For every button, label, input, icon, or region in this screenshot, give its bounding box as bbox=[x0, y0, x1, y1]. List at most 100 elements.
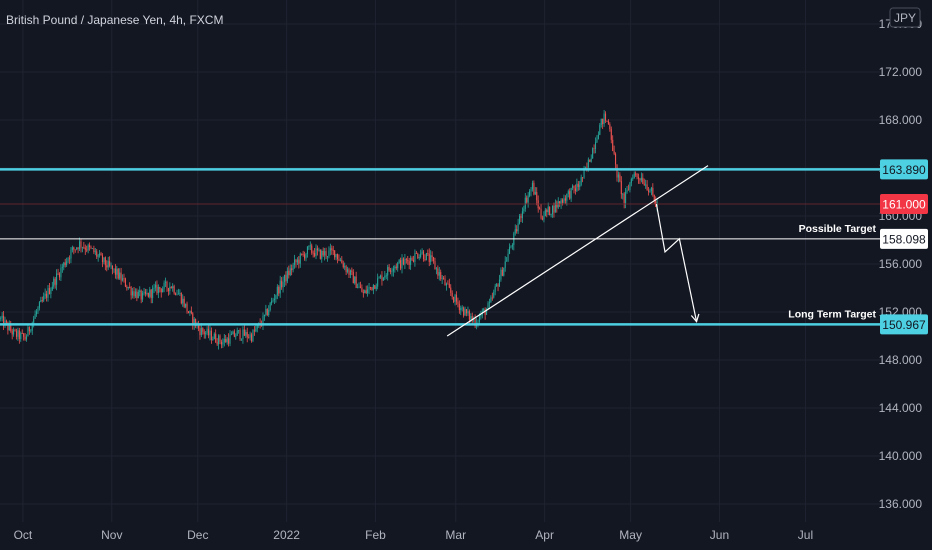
candle-body bbox=[554, 202, 556, 213]
candle-body bbox=[348, 269, 350, 275]
candle-body bbox=[229, 334, 231, 344]
candle-body bbox=[454, 294, 456, 302]
candle-body bbox=[54, 278, 56, 285]
candle-body bbox=[440, 272, 442, 279]
candle-body bbox=[249, 334, 251, 338]
candle-body bbox=[463, 307, 465, 316]
candle-body bbox=[580, 177, 582, 186]
candle-body bbox=[93, 248, 95, 253]
candle-body bbox=[147, 292, 149, 297]
candle-body bbox=[100, 253, 102, 256]
candle-body bbox=[192, 313, 194, 325]
candle-body bbox=[10, 324, 12, 331]
price-tick-label: 140.000 bbox=[879, 449, 923, 463]
candle-body bbox=[199, 328, 201, 336]
candle-body bbox=[253, 330, 255, 332]
candle-body bbox=[623, 193, 625, 203]
candle-body bbox=[233, 331, 235, 337]
candle-body bbox=[123, 278, 125, 279]
candle-body bbox=[281, 280, 283, 288]
candle-body bbox=[122, 278, 124, 281]
candle-body bbox=[94, 251, 96, 253]
candle-body bbox=[18, 330, 20, 339]
candle-body bbox=[523, 208, 525, 212]
candle-body bbox=[649, 190, 651, 192]
candle-body bbox=[607, 121, 609, 125]
currency-badge[interactable]: JPY bbox=[889, 7, 921, 28]
candle-body bbox=[48, 288, 50, 294]
candle-body bbox=[404, 259, 406, 265]
candle-body bbox=[51, 286, 53, 290]
candle-body bbox=[283, 274, 286, 282]
candle-body bbox=[574, 188, 576, 192]
candle-body bbox=[633, 173, 635, 179]
candle-body bbox=[321, 251, 323, 259]
candle-body bbox=[530, 189, 532, 192]
candle-body bbox=[493, 291, 495, 298]
candle-body bbox=[205, 333, 207, 335]
candle-body bbox=[170, 286, 172, 289]
candle-body bbox=[336, 254, 339, 259]
candle-body bbox=[478, 316, 480, 322]
candle-body bbox=[539, 208, 541, 210]
candle-body bbox=[603, 113, 605, 124]
candle-body bbox=[107, 261, 109, 268]
candle-body bbox=[544, 209, 546, 217]
candle-body bbox=[50, 289, 52, 294]
candle-body bbox=[326, 256, 329, 257]
candle-body bbox=[81, 247, 83, 249]
time-tick-label: Mar bbox=[445, 528, 466, 542]
candle-body bbox=[212, 338, 214, 341]
candle-body bbox=[86, 249, 88, 251]
time-tick-label: Feb bbox=[365, 528, 386, 542]
candle-body bbox=[572, 185, 574, 188]
candle-body bbox=[349, 270, 351, 275]
candle-body bbox=[119, 272, 121, 279]
candle-body bbox=[378, 277, 380, 279]
candle-body bbox=[650, 187, 652, 191]
candle-body bbox=[368, 287, 370, 290]
price-tick-label: 168.000 bbox=[879, 113, 923, 127]
candle-body bbox=[220, 341, 222, 345]
candle-body bbox=[541, 218, 544, 220]
candle-body bbox=[474, 319, 476, 327]
candle-body bbox=[289, 268, 291, 276]
candle-body bbox=[553, 205, 555, 213]
candle-body bbox=[272, 300, 274, 302]
candle-body bbox=[219, 335, 221, 342]
candle-body bbox=[540, 209, 542, 219]
candle-body bbox=[13, 329, 15, 335]
candle-body bbox=[139, 290, 141, 292]
candle-body bbox=[28, 327, 30, 332]
candle-body bbox=[506, 260, 508, 262]
price-tick-label: 172.000 bbox=[879, 65, 923, 79]
candle-body bbox=[189, 310, 191, 314]
candle-body bbox=[467, 311, 469, 314]
candle-body bbox=[444, 278, 446, 286]
candle-body bbox=[431, 255, 433, 258]
candle-body bbox=[103, 257, 105, 263]
candle-body bbox=[322, 251, 324, 256]
candle-body bbox=[507, 253, 509, 261]
candle-body bbox=[504, 261, 506, 268]
candle-body bbox=[319, 249, 321, 259]
candle-body bbox=[44, 293, 46, 297]
candle-body bbox=[225, 339, 227, 343]
candle-body bbox=[563, 198, 565, 203]
candle-body bbox=[613, 150, 615, 154]
candle-body bbox=[243, 329, 245, 336]
candle-body bbox=[331, 248, 333, 251]
candle-body bbox=[111, 265, 114, 270]
candle-body bbox=[420, 253, 422, 258]
candle-body bbox=[46, 293, 48, 298]
candle-body bbox=[338, 258, 340, 261]
time-axis[interactable]: Oct Nov Dec 2022 Feb Mar Apr May Jun Jul bbox=[14, 528, 814, 542]
candle-body bbox=[165, 281, 167, 283]
candle-body bbox=[543, 216, 545, 220]
candle-body bbox=[652, 187, 654, 195]
candle-body bbox=[610, 129, 612, 140]
candle-body bbox=[445, 283, 447, 286]
candle-body bbox=[226, 338, 228, 343]
candle-body bbox=[430, 255, 432, 262]
